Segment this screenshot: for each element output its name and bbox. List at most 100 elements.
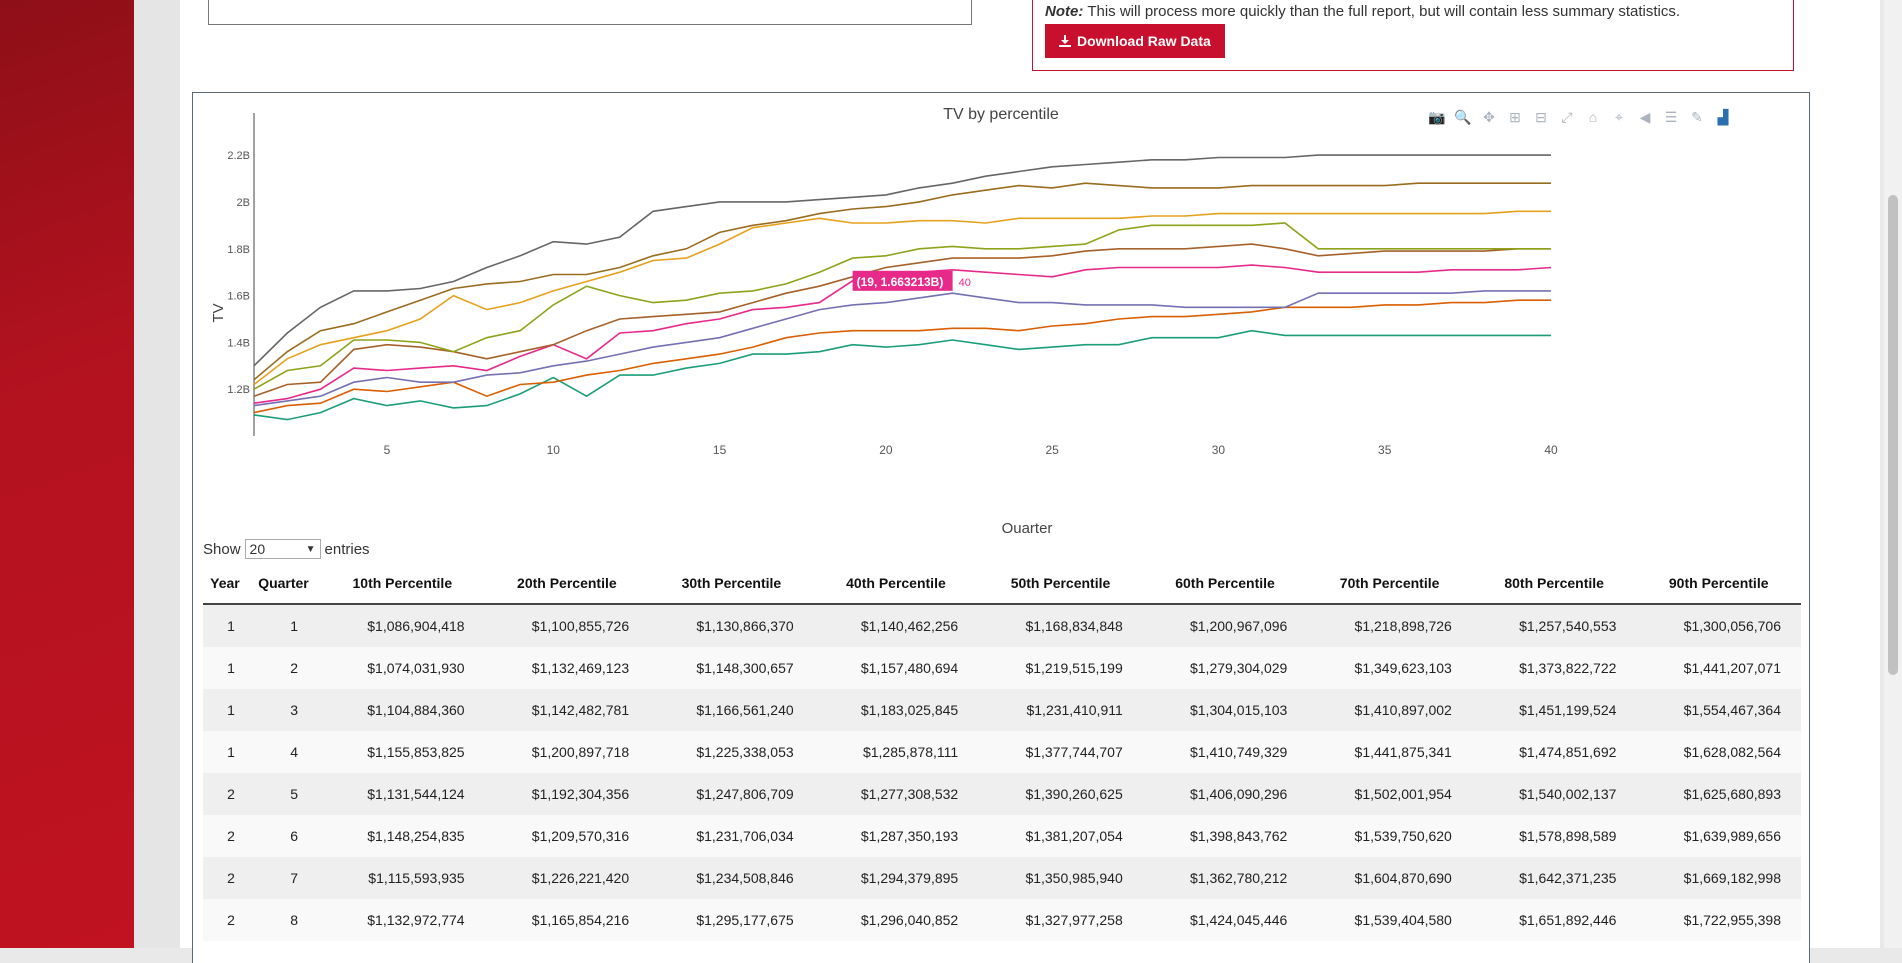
scrollbar-thumb[interactable] [1888, 195, 1898, 675]
column-header[interactable]: 20th Percentile [484, 563, 650, 605]
table-cell: $1,142,482,781 [484, 689, 650, 731]
series-line[interactable] [253, 329, 1551, 421]
column-header[interactable]: 80th Percentile [1471, 563, 1637, 605]
spike-lines-icon[interactable]: ⌖ [1615, 108, 1623, 125]
table-cell: $1,441,207,071 [1636, 647, 1801, 689]
column-header[interactable]: 10th Percentile [320, 563, 485, 605]
column-header[interactable]: 70th Percentile [1307, 563, 1472, 605]
x-tick-label: 25 [1045, 443, 1059, 457]
autoscale-icon[interactable]: ⤢ [1561, 108, 1573, 125]
series-line[interactable] [253, 154, 1551, 367]
table-cell: $1,474,851,692 [1471, 731, 1637, 773]
series-line[interactable] [253, 290, 1551, 407]
table-cell: $1,168,834,848 [978, 604, 1143, 647]
table-cell: $1,540,002,137 [1471, 773, 1637, 815]
x-tick-label: 5 [384, 443, 391, 457]
table-cell: $1,115,593,935 [320, 857, 485, 899]
raw-data-box: Note: This will process more quickly than… [1032, 0, 1794, 71]
y-tick-label: 1.4B [227, 337, 250, 349]
column-header[interactable]: 90th Percentile [1636, 563, 1801, 605]
hover-compare-icon[interactable]: ☰ [1664, 108, 1678, 125]
table-cell: $1,651,892,446 [1471, 899, 1637, 941]
table-cell: $1,349,623,103 [1307, 647, 1472, 689]
table-cell: $1,424,045,446 [1142, 899, 1308, 941]
table-cell: $1,074,031,930 [320, 647, 485, 689]
table-cell: $1,218,898,726 [1307, 604, 1472, 647]
y-tick-label: 1.8B [227, 244, 250, 256]
note-label: Note: [1045, 3, 1084, 20]
table-cell: $1,628,082,564 [1636, 731, 1801, 773]
table-cell: $1,166,561,240 [649, 689, 814, 731]
table-row: 1 4 $1,155,853,825 $1,200,897,718 $1,225,338… [203, 731, 1801, 773]
table-cell: $1,247,806,709 [649, 773, 814, 815]
column-header[interactable]: 60th Percentile [1142, 563, 1308, 605]
table-cell: 2 [203, 815, 247, 857]
table-cell: 1 [203, 731, 247, 773]
table-cell: $1,642,371,235 [1471, 857, 1637, 899]
table-cell: $1,539,750,620 [1307, 815, 1472, 857]
page-scrollbar[interactable] [1884, 0, 1902, 948]
camera-icon[interactable]: 📷 [1428, 108, 1446, 125]
hover-closest-icon[interactable]: ◀ [1639, 108, 1651, 125]
series-line[interactable] [253, 210, 1551, 386]
y-tick-label: 1.6B [227, 291, 250, 303]
column-header[interactable]: Year [203, 563, 247, 605]
series-line[interactable] [253, 182, 1551, 381]
plotly-logo-icon[interactable]: ▟ [1717, 108, 1729, 125]
zoom-in-icon[interactable]: ⊞ [1509, 108, 1521, 125]
length-label-after: entries [324, 540, 370, 558]
hover-layer: (19, 1.663213B) 40 [852, 270, 971, 291]
download-raw-data-button[interactable]: Download Raw Data [1045, 24, 1225, 58]
series-line[interactable] [253, 222, 1551, 390]
column-header[interactable]: 50th Percentile [978, 563, 1143, 605]
table-cell: $1,277,308,532 [813, 773, 979, 815]
table-cell: $1,200,897,718 [484, 731, 650, 773]
table-cell: $1,722,955,398 [1636, 899, 1801, 941]
edit-icon[interactable]: ✎ [1691, 108, 1703, 125]
table-cell: $1,287,350,193 [813, 815, 979, 857]
table-cell: $1,148,254,835 [320, 815, 485, 857]
table-cell: $1,131,544,124 [320, 773, 485, 815]
column-header[interactable]: 30th Percentile [649, 563, 814, 605]
table-row: 1 1 $1,086,904,418 $1,100,855,726 $1,130,866… [203, 604, 1801, 647]
table-cell: $1,441,875,341 [1307, 731, 1472, 773]
series-line[interactable] [253, 299, 1551, 414]
table-header-row: Year Quarter 10th Percentile 20th Percentil… [203, 563, 1801, 605]
table-cell: $1,132,469,123 [484, 647, 650, 689]
raw-data-note: Note: This will process more quickly than… [1045, 3, 1680, 20]
table-cell: $1,234,508,846 [649, 857, 814, 899]
table-cell: $1,155,853,825 [320, 731, 485, 773]
column-header[interactable]: Quarter [246, 563, 321, 605]
table-cell: $1,219,515,199 [978, 647, 1143, 689]
table-cell: 2 [203, 857, 247, 899]
tv-percentile-chart: TV by percentile Quarter TV 1.2B 1.4B 1.6B… [210, 106, 1558, 533]
zoom-out-icon[interactable]: ⊟ [1535, 108, 1547, 125]
table-cell: $1,502,001,954 [1307, 773, 1472, 815]
zoom-icon[interactable]: 🔍 [1454, 108, 1472, 125]
table-cell: $1,165,854,216 [484, 899, 650, 941]
table-cell: $1,192,304,356 [484, 773, 650, 815]
table-cell: $1,279,304,029 [1142, 647, 1308, 689]
table-cell: $1,104,884,360 [320, 689, 485, 731]
table-cell: 6 [246, 815, 321, 857]
note-text: This will process more quickly than the … [1087, 3, 1681, 20]
home-icon[interactable]: ⌂ [1588, 109, 1598, 125]
table-cell: $1,130,866,370 [649, 604, 814, 647]
pan-icon[interactable]: ✥ [1483, 108, 1495, 125]
table-cell: 1 [203, 604, 247, 647]
download-button-label: Download Raw Data [1077, 33, 1211, 49]
table-cell: $1,362,780,212 [1142, 857, 1308, 899]
column-header[interactable]: 40th Percentile [813, 563, 979, 605]
series-line[interactable] [253, 243, 1551, 397]
y-tick-label: 2.2B [227, 150, 250, 162]
table-cell: $1,296,040,852 [813, 899, 979, 941]
axes: 1.2B 1.4B 1.6B 1.8B 2B 2.2B 5 10 15 20 25 30 35 40 [227, 113, 1558, 457]
table-cell: $1,209,570,316 [484, 815, 650, 857]
entries-select[interactable]: 20 ▼ [244, 539, 321, 559]
x-tick-label: 20 [879, 443, 893, 457]
hover-label-text: (19, 1.663213B) [857, 275, 944, 289]
y-tick-label: 2B [237, 197, 250, 209]
table-cell: $1,226,221,420 [484, 857, 650, 899]
table-cell: 4 [246, 731, 321, 773]
y-axis-label: TV [210, 303, 227, 322]
